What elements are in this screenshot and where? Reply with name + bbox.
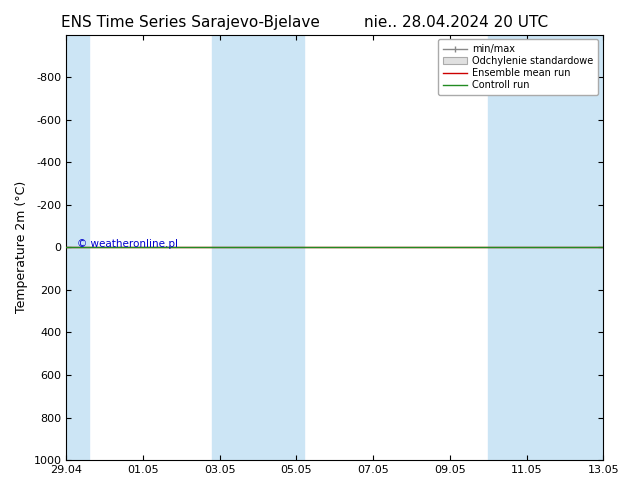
Text: © weatheronline.pl: © weatheronline.pl	[77, 239, 178, 249]
Legend: min/max, Odchylenie standardowe, Ensemble mean run, Controll run: min/max, Odchylenie standardowe, Ensembl…	[438, 40, 598, 95]
Y-axis label: Temperature 2m (°C): Temperature 2m (°C)	[15, 181, 28, 314]
Text: ENS Time Series Sarajevo-Bjelave: ENS Time Series Sarajevo-Bjelave	[61, 15, 320, 30]
Text: nie.. 28.04.2024 20 UTC: nie.. 28.04.2024 20 UTC	[365, 15, 548, 30]
Bar	[488, 35, 603, 460]
Bar	[67, 35, 89, 460]
Bar	[212, 35, 304, 460]
